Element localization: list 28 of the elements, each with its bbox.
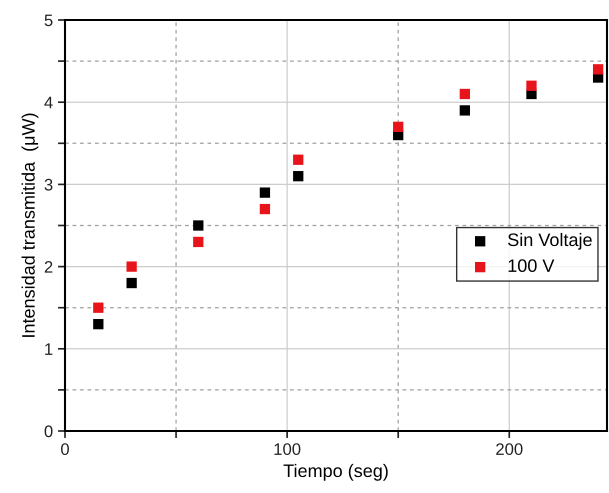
- y-tick-label: 5: [44, 14, 52, 26]
- point: [93, 302, 104, 313]
- y-tick-label: 2: [44, 261, 52, 273]
- y-axis-title: Intensidad transmitida (μW): [22, 114, 38, 337]
- point: [93, 318, 104, 330]
- point: [126, 261, 137, 272]
- point: [460, 105, 470, 116]
- point: [193, 236, 204, 248]
- point: [293, 171, 304, 182]
- point: [393, 122, 404, 132]
- point: [260, 204, 270, 214]
- legend-label: Sin Voltaje: [508, 232, 592, 250]
- point: [293, 154, 304, 165]
- point: [526, 80, 537, 91]
- legend-label: 100 V: [508, 259, 554, 272]
- y-tick-label: 0: [44, 425, 53, 438]
- y-tick-label: 4: [44, 96, 53, 108]
- x-tick-label: 100: [274, 443, 300, 456]
- y-tick-label: 3: [44, 178, 52, 191]
- y-tick-label: 1: [45, 343, 52, 355]
- x-axis-title: Tiempo (seg): [284, 464, 388, 481]
- point: [126, 278, 137, 288]
- x-tick-label: 200: [496, 443, 523, 456]
- point: [260, 187, 270, 198]
- point: [592, 64, 604, 74]
- point: [460, 88, 470, 100]
- x-tick-label: 0: [61, 443, 69, 456]
- point: [193, 220, 204, 231]
